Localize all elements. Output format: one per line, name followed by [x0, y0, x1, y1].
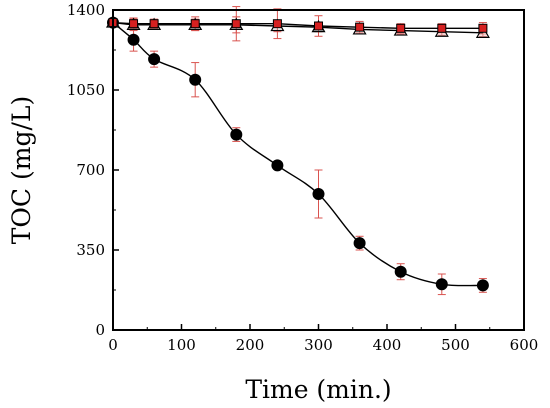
data-point-square [314, 21, 323, 31]
data-point-square [478, 23, 488, 33]
y-tick-label: 0 [95, 321, 105, 339]
data-point-square [272, 19, 282, 29]
x-axis: 0 100 200 300 400 500 600 [108, 324, 538, 354]
x-tick-label: 600 [510, 336, 539, 354]
data-point-square [149, 19, 159, 29]
data-point-circle [127, 33, 140, 46]
x-tick-label: 500 [441, 336, 470, 354]
data-point-square [129, 19, 139, 29]
x-tick-label: 400 [373, 336, 402, 354]
y-axis: 0 350 700 1050 1400 [67, 1, 119, 339]
data-point-circle [476, 279, 489, 292]
data-point-square [231, 19, 241, 29]
x-tick-label: 100 [167, 336, 196, 354]
data-point-circle [189, 73, 202, 86]
data-point-circle [394, 265, 407, 278]
data-point-square [437, 23, 447, 33]
y-tick-label: 1400 [67, 1, 105, 19]
y-axis-title: TOC (mg/L) [7, 96, 36, 245]
data-point-square [190, 19, 200, 29]
series-lines [112, 21, 483, 287]
data-point-circle [271, 159, 284, 172]
data-point-circle [148, 53, 161, 66]
y-tick-label: 700 [76, 161, 105, 179]
x-tick-label: 0 [108, 336, 118, 354]
x-tick-label: 200 [236, 336, 265, 354]
error-bars [129, 6, 487, 296]
data-point-circle [230, 128, 243, 141]
y-tick-label: 350 [76, 241, 105, 259]
series-1-line [112, 22, 483, 287]
data-point-square [396, 23, 406, 33]
y-tick-label: 1050 [67, 81, 105, 99]
data-point-circle [312, 188, 325, 200]
x-tick-label: 300 [304, 336, 333, 354]
x-axis-title: Time (min.) [245, 375, 391, 404]
data-point-circle [435, 278, 448, 291]
data-point-circle [353, 237, 366, 250]
data-point-square [355, 22, 365, 32]
series-markers [105, 15, 490, 292]
